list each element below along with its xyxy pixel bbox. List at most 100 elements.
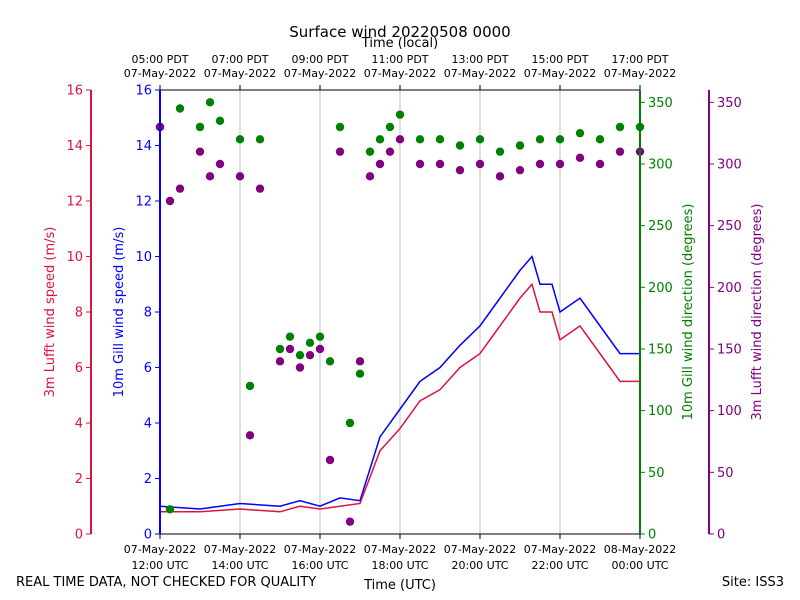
gill_speed-tick-label: 14 [135,139,152,154]
10m-gill-wind-direction-point [295,350,305,360]
gill_speed-tick-label: 6 [144,361,152,376]
bottom-axis-label: Time (UTC) [363,578,436,593]
bottom-x-tick-date: 07-May-2022 [284,543,356,556]
top-x-tick-time: 17:00 PDT [611,53,668,66]
bottom-x-tick-date: 07-May-2022 [524,543,596,556]
gill_speed-tick-label: 4 [144,417,152,432]
gill_dir-tick-label: 0 [648,528,656,543]
10m-gill-wind-direction-point [375,135,385,144]
top-x-tick-time: 13:00 PDT [451,53,508,66]
3m-lufft-wind-direction-point [365,172,375,181]
gill_dir-tick-label: 350 [648,96,673,111]
10m-gill-wind-direction-point [205,98,215,107]
10m-gill-wind-direction-point [455,141,465,150]
lufft_speed-tick-label: 6 [75,361,83,376]
10m-gill-wind-direction-point [575,128,585,138]
10m-gill-wind-direction-point [355,369,365,378]
10m-gill-wind-direction-point [475,135,485,144]
bottom-x-tick-time: 12:00 UTC [131,559,188,572]
gill-dir-axis-label: 10m Gill wind direction (degrees) [681,204,696,421]
3m-lufft-wind-speed-line [160,282,640,513]
grid-lines [239,90,561,534]
bottom-x-tick-time: 20:00 UTC [451,559,508,572]
top-x-tick-time: 09:00 PDT [291,53,348,66]
3m-lufft-wind-direction-point [255,184,265,193]
bottom-x-tick-time: 14:00 UTC [211,559,268,572]
lufft_dir-tick-label: 250 [717,219,742,234]
lufft_speed-tick-label: 14 [66,139,83,154]
10m-gill-wind-direction-point [315,332,325,341]
bottom-x-tick-time: 00:00 UTC [611,559,668,572]
3m-lufft-wind-direction-point [575,153,585,163]
lufft_speed-tick-label: 4 [75,417,83,432]
3m-lufft-wind-direction-point [395,135,405,144]
10m-gill-wind-direction-point [245,381,255,391]
10m-gill-wind-direction-point [385,122,395,132]
gill_dir-tick-label: 250 [648,219,673,234]
10m-gill-wind-direction-point [255,135,265,144]
lufft_dir-tick-label: 100 [717,404,742,419]
bottom-x-tick-date: 08-May-2022 [604,543,676,556]
gill_speed-tick-label: 8 [144,306,152,321]
bottom-x-tick-date: 07-May-2022 [364,543,436,556]
3m-lufft-wind-direction-point [315,344,325,354]
3m-lufft-wind-direction-point [215,159,225,169]
3m-lufft-wind-direction-point [435,159,445,169]
top-x-tick-date: 07-May-2022 [204,67,276,80]
3m-lufft-wind-direction-point [415,159,425,169]
3m-lufft-wind-direction-point [235,172,245,181]
top-x-tick-time: 07:00 PDT [211,53,268,66]
top-x-tick-time: 11:00 PDT [371,53,428,66]
3m-lufft-wind-direction-point [615,147,625,156]
series-layer [155,98,645,526]
3m-lufft-wind-direction-point [245,431,255,440]
gill_dir-tick-label: 150 [648,343,673,358]
top-x-tick-date: 07-May-2022 [284,67,356,80]
lufft_speed-tick-label: 10 [66,250,83,265]
10m-gill-wind-direction-point [325,357,335,366]
3m-lufft-wind-direction-point [595,159,605,169]
3m-lufft-wind-direction-point [205,172,215,181]
chart-title: Surface wind 20220508 0000 [289,23,510,41]
10m-gill-wind-direction-point [275,344,285,354]
gill_dir-tick-label: 300 [648,158,673,173]
3m-lufft-wind-direction-point [305,350,315,360]
10m-gill-wind-direction-point [305,338,315,348]
10m-gill-wind-direction-point [175,104,185,113]
site-label: Site: ISS3 [721,575,784,590]
10m-gill-wind-direction-point [165,505,175,514]
lufft-speed-axis-label: 3m Lufft wind speed (m/s) [43,227,58,398]
gill_dir-tick-label: 200 [648,281,673,296]
bottom-x-tick-time: 18:00 UTC [371,559,428,572]
10m-gill-wind-direction-point [595,135,605,144]
bottom-x-tick-date: 07-May-2022 [124,543,196,556]
10m-gill-wind-direction-point [215,116,225,126]
10m-gill-wind-direction-point [395,110,405,119]
3m-lufft-wind-direction-point [495,172,505,181]
10m-gill-wind-direction-point [515,141,525,150]
lufft_dir-tick-label: 300 [717,158,742,173]
10m-gill-wind-direction-point [555,135,565,144]
lufft-dir-axis-label: 3m Lufft wind direction (degrees) [750,204,765,421]
top-x-tick-time: 05:00 PDT [131,53,188,66]
10m-gill-wind-direction-point [435,135,445,144]
lufft_dir-tick-label: 50 [717,466,734,481]
3m-lufft-wind-direction-point [475,159,485,169]
lufft_dir-tick-label: 350 [717,96,742,111]
gill_dir-tick-label: 50 [648,466,665,481]
gill_speed-tick-label: 10 [135,250,152,265]
10m-gill-wind-direction-point [345,418,355,428]
10m-gill-wind-direction-point [285,332,295,341]
10m-gill-wind-direction-point [195,122,205,132]
top-x-tick-date: 07-May-2022 [524,67,596,80]
3m-lufft-wind-direction-point [555,159,565,169]
lufft_speed-tick-label: 8 [75,306,83,321]
lufft_speed-tick-label: 2 [75,472,83,487]
top-x-tick-date: 07-May-2022 [604,67,676,80]
3m-lufft-wind-direction-point [325,455,335,465]
quality-disclaimer: REAL TIME DATA, NOT CHECKED FOR QUALITY [16,575,317,590]
gill-speed-axis-label: 10m Gill wind speed (m/s) [112,227,127,398]
gill_dir-tick-label: 100 [648,404,673,419]
top-axis-label: Time (local) [361,36,438,51]
10m-gill-wind-direction-point [535,135,545,144]
